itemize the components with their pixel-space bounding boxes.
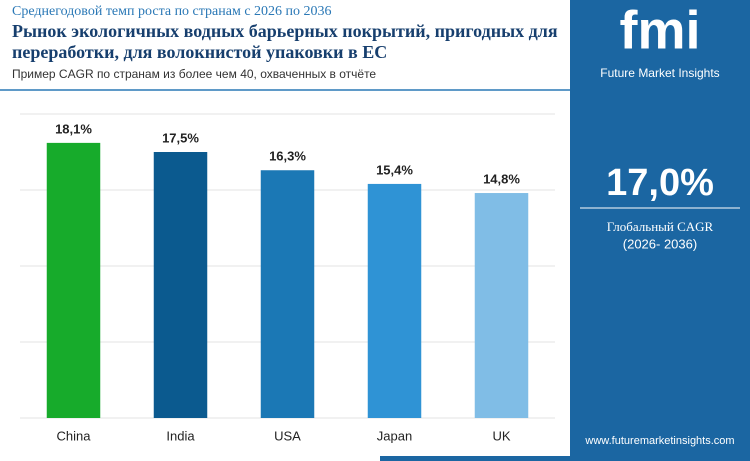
x-tick-label: India: [166, 428, 195, 443]
value-label: 14,8%: [483, 171, 520, 186]
bar: [153, 152, 208, 418]
value-label: 16,3%: [269, 149, 306, 164]
bar: [474, 193, 529, 418]
header: Среднегодовой темп роста по странам с 20…: [12, 4, 562, 81]
bar: [367, 183, 422, 418]
global-value: 17,0%: [606, 162, 714, 204]
value-label: 18,1%: [55, 121, 92, 136]
bar: [46, 142, 101, 418]
kicker: Среднегодовой темп роста по странам с 20…: [12, 4, 332, 19]
x-tick-label: USA: [274, 428, 301, 443]
bar: [260, 170, 315, 418]
subtitle: Пример CAGR по странам из более чем 40, …: [12, 67, 377, 81]
global-period: (2026- 2036): [623, 236, 697, 251]
logo-mark: fmi: [620, 0, 701, 60]
logo-name: Future Market Insights: [600, 66, 719, 80]
url: www.futuremarketinsights.com: [584, 435, 734, 447]
x-tick-label: Japan: [377, 428, 412, 443]
x-tick-label: China: [57, 428, 92, 443]
footer-strip: [380, 456, 570, 461]
x-tick-label: UK: [492, 428, 510, 443]
global-label: Глобальный CAGR: [607, 219, 714, 234]
value-label: 15,4%: [376, 162, 413, 177]
chart-title: Рынок экологичных водных барьерных покры…: [12, 21, 558, 62]
value-label: 17,5%: [162, 130, 199, 145]
sidebar: [570, 0, 750, 461]
